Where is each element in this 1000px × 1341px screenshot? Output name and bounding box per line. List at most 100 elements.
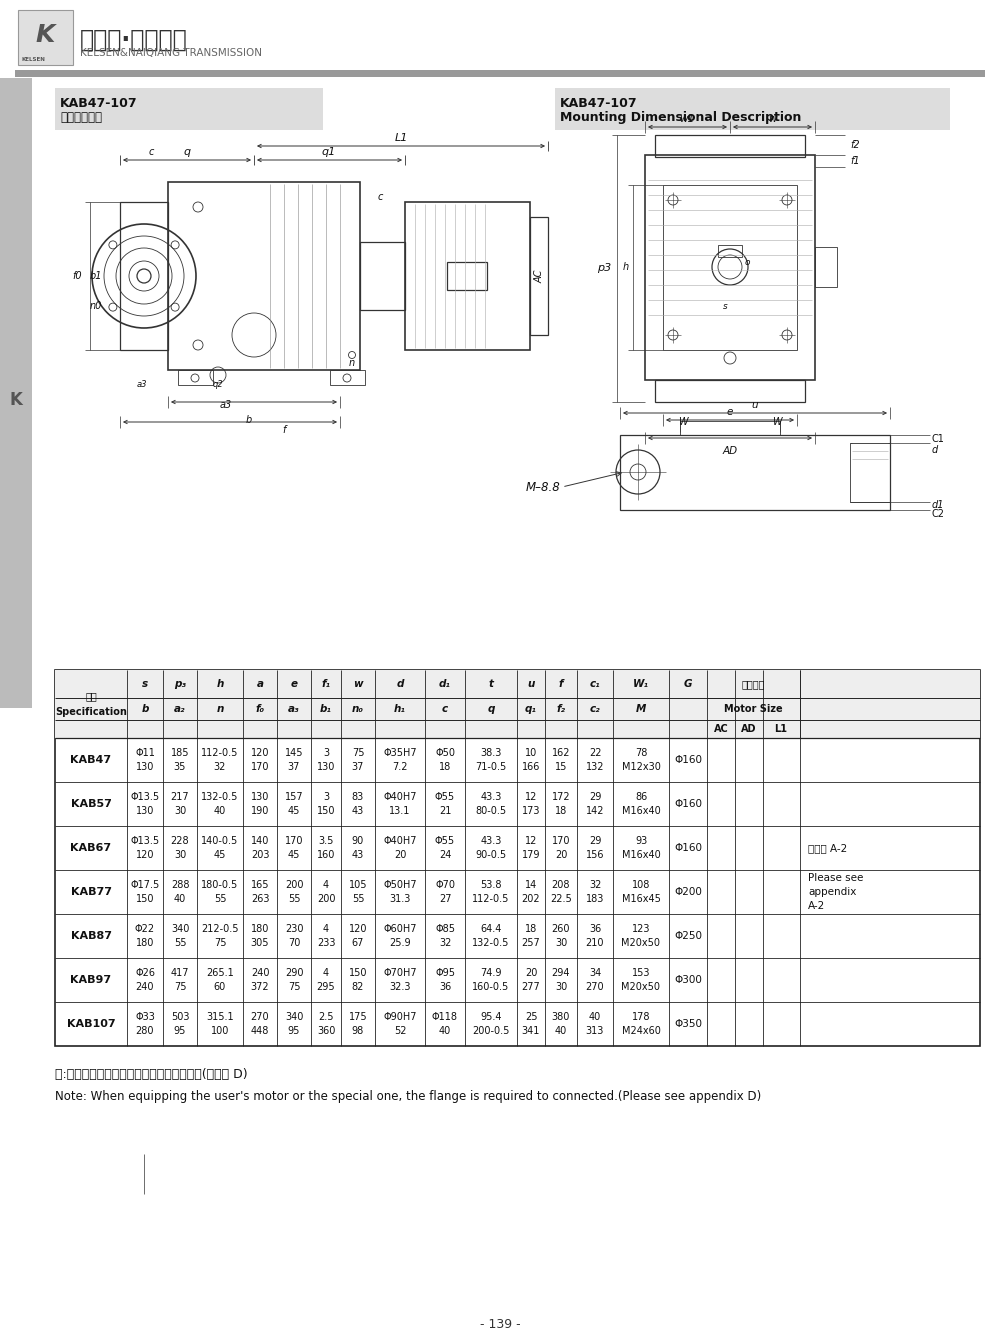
Text: f1: f1 — [850, 156, 860, 166]
Text: b₁: b₁ — [320, 704, 332, 713]
Text: 170
20: 170 20 — [552, 835, 570, 861]
Text: 230
70: 230 70 — [285, 924, 303, 948]
Text: 75
37: 75 37 — [352, 747, 364, 772]
Text: KELSEN: KELSEN — [22, 58, 46, 62]
Text: b: b — [246, 414, 252, 425]
Text: 凯尔森·耐强传动: 凯尔森·耐强传动 — [80, 28, 188, 52]
Text: c: c — [149, 148, 154, 157]
Bar — [15, 70, 985, 76]
Text: 74.9
160-0.5: 74.9 160-0.5 — [472, 968, 510, 992]
Text: Φ300: Φ300 — [674, 975, 702, 986]
Text: 12
179: 12 179 — [522, 835, 540, 861]
Text: 安装结构尺寸: 安装结构尺寸 — [60, 111, 102, 123]
Text: 340
55: 340 55 — [171, 924, 189, 948]
Text: c₁: c₁ — [590, 679, 600, 689]
Text: 40
313: 40 313 — [586, 1011, 604, 1037]
Text: 规格
Specification: 规格 Specification — [55, 691, 127, 717]
Bar — [555, 89, 950, 130]
Text: 3.5
160: 3.5 160 — [317, 835, 335, 861]
Text: Φ90H7
52: Φ90H7 52 — [383, 1011, 417, 1037]
Text: Φ55
21: Φ55 21 — [435, 791, 455, 817]
Text: 43.3
80-0.5: 43.3 80-0.5 — [475, 791, 507, 817]
Text: Φ40H7
20: Φ40H7 20 — [383, 835, 417, 861]
Text: s: s — [142, 679, 148, 689]
Text: AD: AD — [741, 724, 757, 734]
Text: 180-0.5
55: 180-0.5 55 — [201, 880, 239, 904]
Text: q2: q2 — [213, 380, 223, 389]
Text: Φ60H7
25.9: Φ60H7 25.9 — [383, 924, 417, 948]
Text: 43.3
90-0.5: 43.3 90-0.5 — [475, 835, 507, 861]
Text: 157
45: 157 45 — [285, 791, 303, 817]
Text: 见附录 A-2: 见附录 A-2 — [808, 843, 847, 853]
Text: Φ11
130: Φ11 130 — [135, 747, 155, 772]
Text: AD: AD — [722, 447, 738, 456]
Text: p3: p3 — [597, 263, 611, 274]
Text: 140
203: 140 203 — [251, 835, 269, 861]
Text: w1: w1 — [679, 114, 695, 123]
Text: 36
210: 36 210 — [586, 924, 604, 948]
Text: 123
M20x50: 123 M20x50 — [622, 924, 660, 948]
Text: Motor Size: Motor Size — [724, 704, 782, 713]
Text: f₁: f₁ — [322, 679, 330, 689]
Text: Φ13.5
130: Φ13.5 130 — [130, 791, 160, 817]
Text: 175
98: 175 98 — [349, 1011, 367, 1037]
Text: 93
M16x40: 93 M16x40 — [622, 835, 660, 861]
Bar — [55, 89, 323, 130]
Text: 4
200: 4 200 — [317, 880, 335, 904]
Text: 120
67: 120 67 — [349, 924, 367, 948]
Text: 165
263: 165 263 — [251, 880, 269, 904]
Text: Φ160: Φ160 — [674, 755, 702, 764]
Text: 417
75: 417 75 — [171, 968, 189, 992]
Text: 180
305: 180 305 — [251, 924, 269, 948]
Text: Φ33
280: Φ33 280 — [135, 1011, 155, 1037]
Bar — [707, 670, 800, 720]
Text: d: d — [932, 445, 938, 455]
Text: 340
95: 340 95 — [285, 1011, 303, 1037]
Text: Please see
appendix
A-2: Please see appendix A-2 — [808, 873, 863, 911]
Text: AC: AC — [714, 724, 728, 734]
Text: KAB107: KAB107 — [67, 1019, 115, 1029]
Text: 25
341: 25 341 — [522, 1011, 540, 1037]
Bar — [655, 135, 805, 157]
Text: 14
202: 14 202 — [522, 880, 540, 904]
Text: 64.4
132-0.5: 64.4 132-0.5 — [472, 924, 510, 948]
Text: Φ350: Φ350 — [674, 1019, 702, 1029]
Text: f0: f0 — [72, 271, 82, 282]
Text: 185
35: 185 35 — [171, 747, 189, 772]
Text: q: q — [487, 704, 495, 713]
Text: s: s — [723, 302, 727, 311]
Text: 22
132: 22 132 — [586, 747, 604, 772]
Text: b1: b1 — [90, 271, 102, 282]
Text: 18
257: 18 257 — [522, 924, 540, 948]
Text: 34
270: 34 270 — [586, 968, 604, 992]
Text: 315.1
100: 315.1 100 — [206, 1011, 234, 1037]
Text: 32
183: 32 183 — [586, 880, 604, 904]
Text: f: f — [559, 679, 563, 689]
Text: 10
166: 10 166 — [522, 747, 540, 772]
Text: e: e — [727, 408, 733, 417]
Text: 132-0.5
40: 132-0.5 40 — [201, 791, 239, 817]
Text: Φ22
180: Φ22 180 — [135, 924, 155, 948]
Text: 178
M24x60: 178 M24x60 — [622, 1011, 660, 1037]
Text: h: h — [216, 679, 224, 689]
Text: f2: f2 — [850, 139, 860, 150]
Text: Φ70
27: Φ70 27 — [435, 880, 455, 904]
Text: Φ85
32: Φ85 32 — [435, 924, 455, 948]
Text: a3: a3 — [220, 400, 232, 410]
Text: KAB77: KAB77 — [70, 886, 112, 897]
Text: Φ17.5
150: Φ17.5 150 — [130, 880, 160, 904]
Text: Φ200: Φ200 — [674, 886, 702, 897]
Text: 29
156: 29 156 — [586, 835, 604, 861]
Text: KAB67: KAB67 — [70, 843, 112, 853]
Text: 12
173: 12 173 — [522, 791, 540, 817]
Text: M: M — [636, 704, 646, 713]
Bar — [680, 421, 780, 434]
Bar — [815, 247, 837, 287]
Text: Mounting Dimensional Description: Mounting Dimensional Description — [560, 111, 801, 123]
Text: 130
190: 130 190 — [251, 791, 269, 817]
Text: 120
170: 120 170 — [251, 747, 269, 772]
Text: Φ250: Φ250 — [674, 931, 702, 941]
Text: t: t — [488, 679, 494, 689]
Text: L1: L1 — [394, 133, 408, 143]
Text: KAB97: KAB97 — [70, 975, 112, 986]
